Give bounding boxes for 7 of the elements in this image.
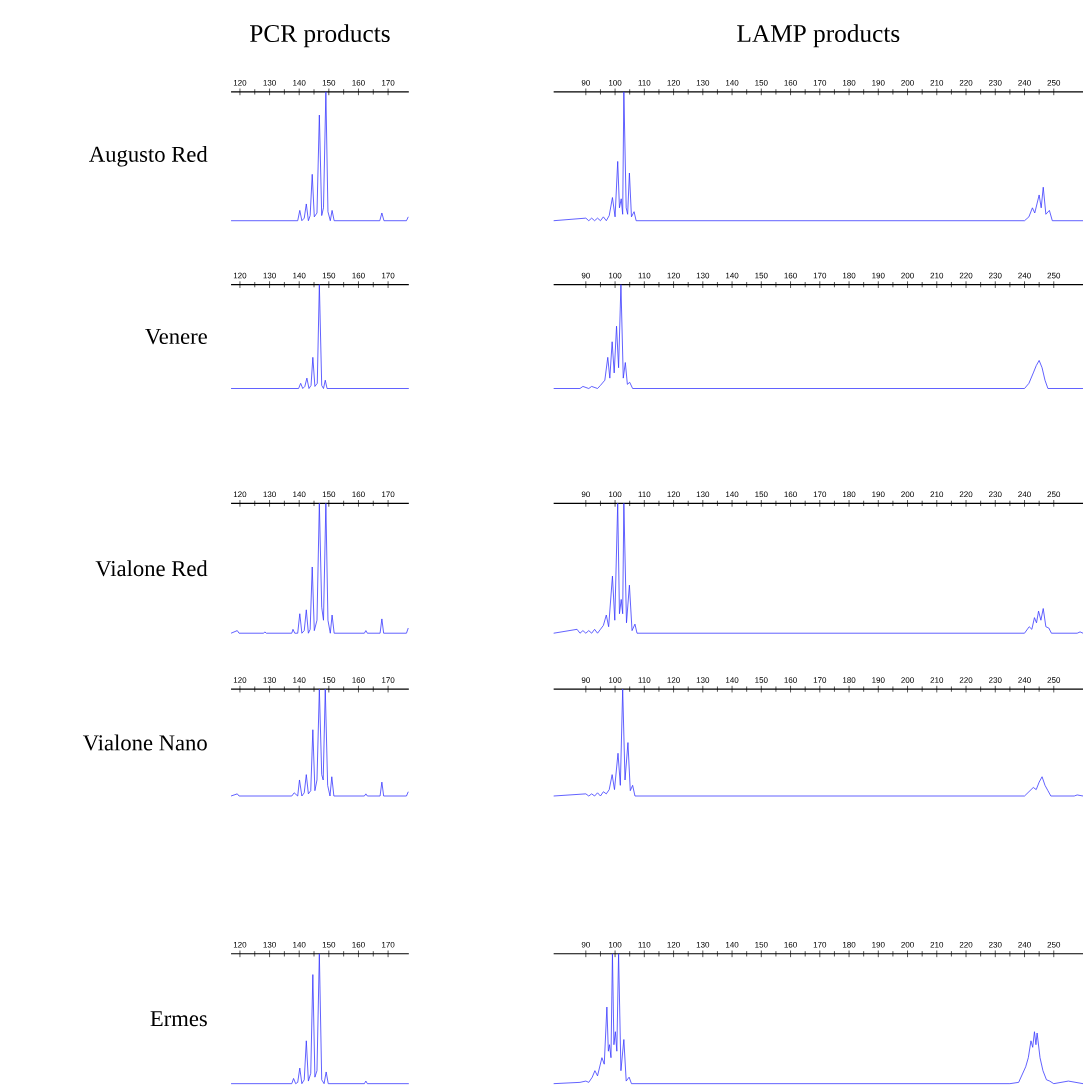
- y-axis-title: Ermes: [150, 1011, 207, 1027]
- y-axis-title: Augusto Red: [89, 146, 208, 167]
- chart-title: LAMP products: [737, 24, 900, 48]
- y-axis-title: Venere: [145, 329, 207, 345]
- y-axis-title: Vialone Nano: [82, 734, 207, 751]
- y-axis-title: Vialone Red: [95, 560, 208, 577]
- chart-title: PCR products: [250, 24, 390, 48]
